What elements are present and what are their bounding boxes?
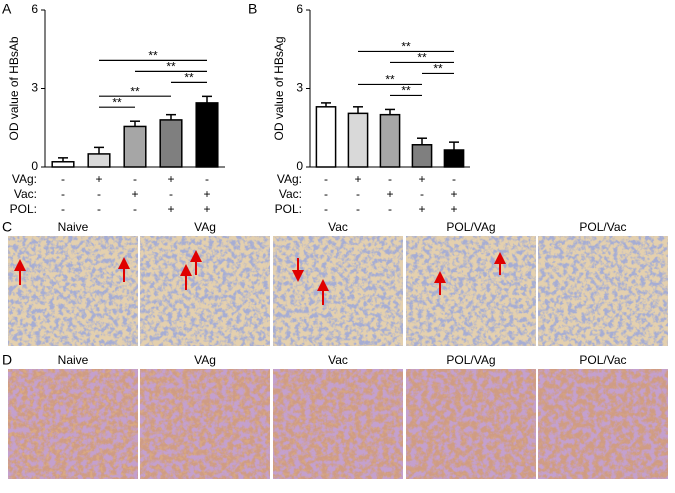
significance-label: ** (184, 71, 194, 85)
micrograph-title: Naive (58, 220, 89, 234)
micrograph-cells (273, 236, 403, 346)
micrograph-title: POL/VAg (446, 353, 495, 367)
micrograph-cells (140, 236, 270, 346)
bar (411, 144, 433, 168)
micrograph-title: POL/Vac (579, 353, 626, 367)
micrograph-cells (538, 369, 668, 479)
panel-label: C (2, 219, 12, 235)
y-tick-label: 3 (31, 81, 38, 95)
micrograph-cells (8, 236, 138, 346)
row-value: - (133, 202, 137, 216)
row-value: - (61, 202, 65, 216)
row-value: + (450, 202, 457, 216)
y-tick-label: 6 (296, 2, 303, 16)
row-value: + (418, 172, 425, 186)
row-value: - (356, 187, 360, 201)
significance-label: ** (148, 49, 158, 63)
micrograph-title: POL/VAg (446, 220, 495, 234)
y-axis-label: OD value of HBsAb (7, 36, 21, 140)
micrograph-title: Vac (328, 353, 348, 367)
micrograph-title: Vac (328, 220, 348, 234)
row-value: - (388, 172, 392, 186)
row-value: + (354, 172, 361, 186)
row-label: VAg: (12, 172, 37, 186)
significance-label: ** (433, 62, 443, 76)
micrograph-title: VAg (194, 220, 216, 234)
row-value: - (133, 172, 137, 186)
row-value: - (169, 187, 173, 201)
row-value: - (420, 187, 424, 201)
bar (159, 119, 183, 168)
row-value: + (203, 202, 210, 216)
significance-label: ** (385, 73, 395, 87)
row-value: - (388, 202, 392, 216)
bar (123, 125, 147, 168)
panel-label: A (2, 1, 12, 17)
row-value: + (203, 187, 210, 201)
bar (195, 102, 219, 168)
micrograph-cells (406, 369, 536, 479)
y-axis-label: OD value of HBsAg (272, 36, 286, 140)
row-label: POL: (275, 202, 302, 216)
bar (347, 112, 369, 168)
row-label: POL: (10, 202, 37, 216)
row-value: + (418, 202, 425, 216)
row-value: + (386, 187, 393, 201)
annotation-arrows (14, 250, 506, 305)
significance-label: ** (166, 60, 176, 74)
row-label: Vac: (14, 187, 37, 201)
bar (443, 149, 465, 168)
row-value: + (131, 187, 138, 201)
bar (315, 106, 337, 168)
micrograph-title: POL/Vac (579, 220, 626, 234)
bar (87, 153, 111, 168)
row-value: - (324, 202, 328, 216)
row-value: + (167, 202, 174, 216)
row-label: VAg: (277, 172, 302, 186)
significance-label: ** (417, 51, 427, 65)
y-tick-label: 6 (31, 2, 38, 16)
significance-label: ** (401, 84, 411, 98)
bar (379, 113, 401, 168)
row-value: - (324, 187, 328, 201)
row-value: - (205, 172, 209, 186)
micrograph-title: Naive (58, 353, 89, 367)
micrograph-cells (8, 369, 138, 479)
bar (51, 161, 75, 168)
row-value: + (450, 187, 457, 201)
micrograph-cells (140, 369, 270, 479)
row-value: - (97, 202, 101, 216)
row-value: - (452, 172, 456, 186)
row-value: - (61, 172, 65, 186)
row-value: - (356, 202, 360, 216)
micrograph-cells (406, 236, 536, 346)
significance-label: ** (130, 84, 140, 98)
micrograph-title: VAg (194, 353, 216, 367)
row-value: - (61, 187, 65, 201)
y-tick-label: 3 (296, 81, 303, 95)
row-label: Vac: (279, 187, 302, 201)
significance-label: ** (112, 95, 122, 109)
panel-label: D (2, 352, 12, 368)
row-value: - (324, 172, 328, 186)
row-value: + (167, 172, 174, 186)
row-value: + (95, 172, 102, 186)
panel-label: B (248, 1, 257, 17)
micrograph-cells (538, 236, 668, 346)
y-tick-label: 0 (296, 159, 303, 173)
row-value: - (97, 187, 101, 201)
significance-label: ** (401, 40, 411, 54)
micrograph-cells (273, 369, 403, 479)
y-tick-label: 0 (31, 159, 38, 173)
